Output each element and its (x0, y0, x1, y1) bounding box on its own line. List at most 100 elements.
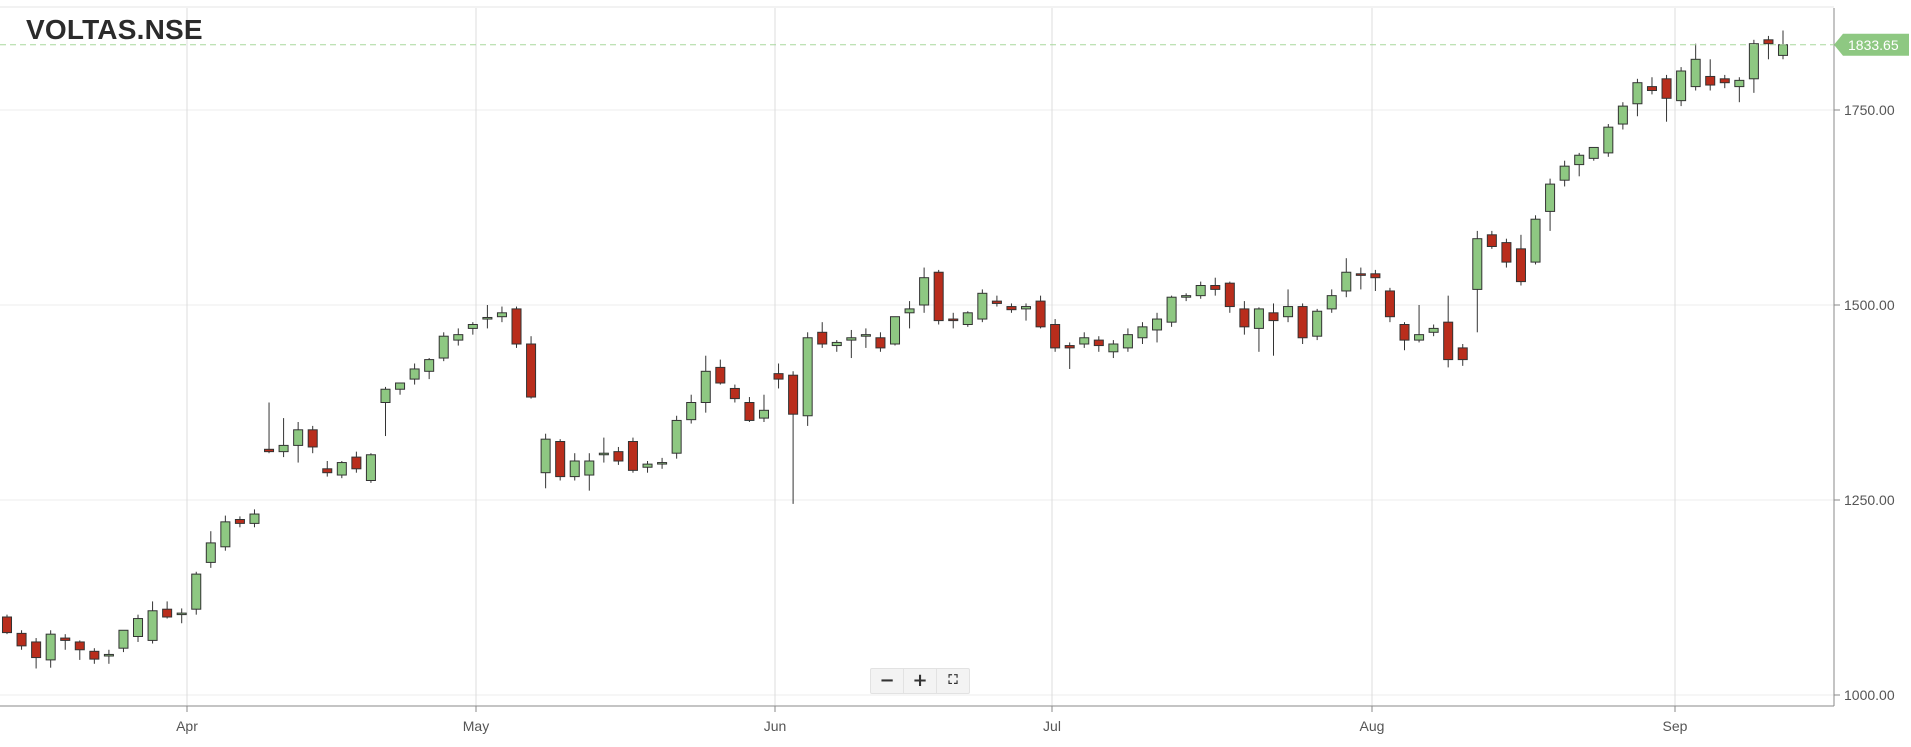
candle-body (555, 441, 566, 478)
candle-body (220, 521, 231, 548)
candle-body (205, 542, 216, 563)
candle (1355, 267, 1366, 290)
candle-body (875, 337, 886, 349)
candle-body (729, 387, 740, 400)
candle-body (278, 444, 289, 453)
candle-body (1239, 308, 1250, 328)
candle (1632, 78, 1643, 117)
candle (613, 446, 624, 465)
candle-body (1122, 334, 1133, 349)
candle-body (540, 438, 551, 474)
candle (817, 322, 828, 348)
candle-body (1559, 165, 1570, 181)
candle (555, 439, 566, 481)
candle-body (1006, 306, 1017, 311)
candle-body (133, 618, 144, 637)
candle-body (1588, 146, 1599, 159)
candle-body (424, 359, 435, 372)
candle (657, 457, 668, 469)
candle-body (1224, 282, 1235, 308)
candle (1, 614, 13, 635)
candle (1515, 234, 1526, 286)
candle (16, 630, 27, 650)
x-tick-label: Jul (1043, 718, 1061, 734)
candle-body (1137, 326, 1148, 339)
candle-body (1646, 86, 1657, 91)
candle-body (103, 653, 114, 657)
candle-body (1748, 43, 1759, 80)
candle (1326, 289, 1337, 313)
candle (322, 461, 333, 477)
candle (74, 640, 85, 660)
candle-body (1, 616, 13, 634)
candle (409, 363, 420, 385)
candle (365, 453, 376, 483)
candle-body (889, 316, 901, 345)
candle (1152, 312, 1163, 343)
candle (234, 516, 245, 528)
candle (584, 453, 595, 491)
x-tick-label: Jun (764, 718, 787, 734)
candle-body (1574, 154, 1585, 166)
candle-body (613, 451, 624, 462)
candle (569, 453, 580, 481)
candle-body (1370, 273, 1381, 279)
candle (1006, 303, 1017, 313)
candle-body (1501, 242, 1512, 263)
fullscreen-icon[interactable]: ⛶ (936, 669, 969, 693)
candle (686, 394, 697, 424)
candle-body (380, 388, 391, 403)
x-tick-label: Apr (176, 718, 198, 734)
candle-body (162, 608, 173, 618)
candle (162, 601, 173, 619)
candle-body (919, 277, 930, 306)
candle (220, 515, 231, 551)
zoom-in-button[interactable]: + (903, 669, 936, 693)
candle (1122, 328, 1133, 352)
candle-body (962, 312, 973, 325)
candle (1676, 67, 1687, 107)
candle-body (991, 300, 1002, 304)
candle (205, 531, 216, 568)
x-tick-label: Sep (1663, 718, 1688, 734)
candle (1457, 344, 1468, 366)
last-price-tag (1834, 33, 1909, 56)
candle (933, 269, 944, 325)
candle-body (45, 633, 56, 661)
candle (264, 402, 275, 454)
candle-body (715, 366, 726, 384)
candle (118, 629, 129, 653)
candle-body (1166, 296, 1177, 323)
candle-body (933, 271, 944, 322)
candle-body (293, 429, 304, 446)
candle-body (118, 629, 129, 649)
candle-body (1515, 248, 1526, 283)
candle-body (1181, 295, 1192, 298)
candle-body (744, 402, 755, 421)
candle-body (1443, 321, 1454, 361)
zoom-out-button[interactable]: − (879, 670, 895, 691)
candle (627, 437, 638, 473)
candle-body (846, 337, 857, 341)
y-tick-label: 1750.00 (1844, 102, 1895, 118)
candle-body (817, 331, 828, 345)
candle (1472, 230, 1483, 333)
candle (1559, 160, 1570, 187)
candle (773, 363, 784, 389)
candle-body (526, 343, 537, 398)
candle (1283, 289, 1294, 323)
candle-body (496, 312, 507, 318)
candle (60, 634, 71, 650)
candle-body (1108, 343, 1119, 353)
candle (889, 316, 901, 346)
zoom-controls: − + ⛶ (870, 668, 970, 694)
candles (1, 30, 1789, 669)
candle (1021, 303, 1032, 321)
candle (904, 301, 915, 329)
candle-body (686, 402, 697, 421)
candle (1661, 74, 1672, 122)
candle-body (569, 460, 580, 478)
candle (1239, 301, 1250, 335)
candle-body (1705, 75, 1716, 86)
candle-body (1632, 82, 1643, 105)
